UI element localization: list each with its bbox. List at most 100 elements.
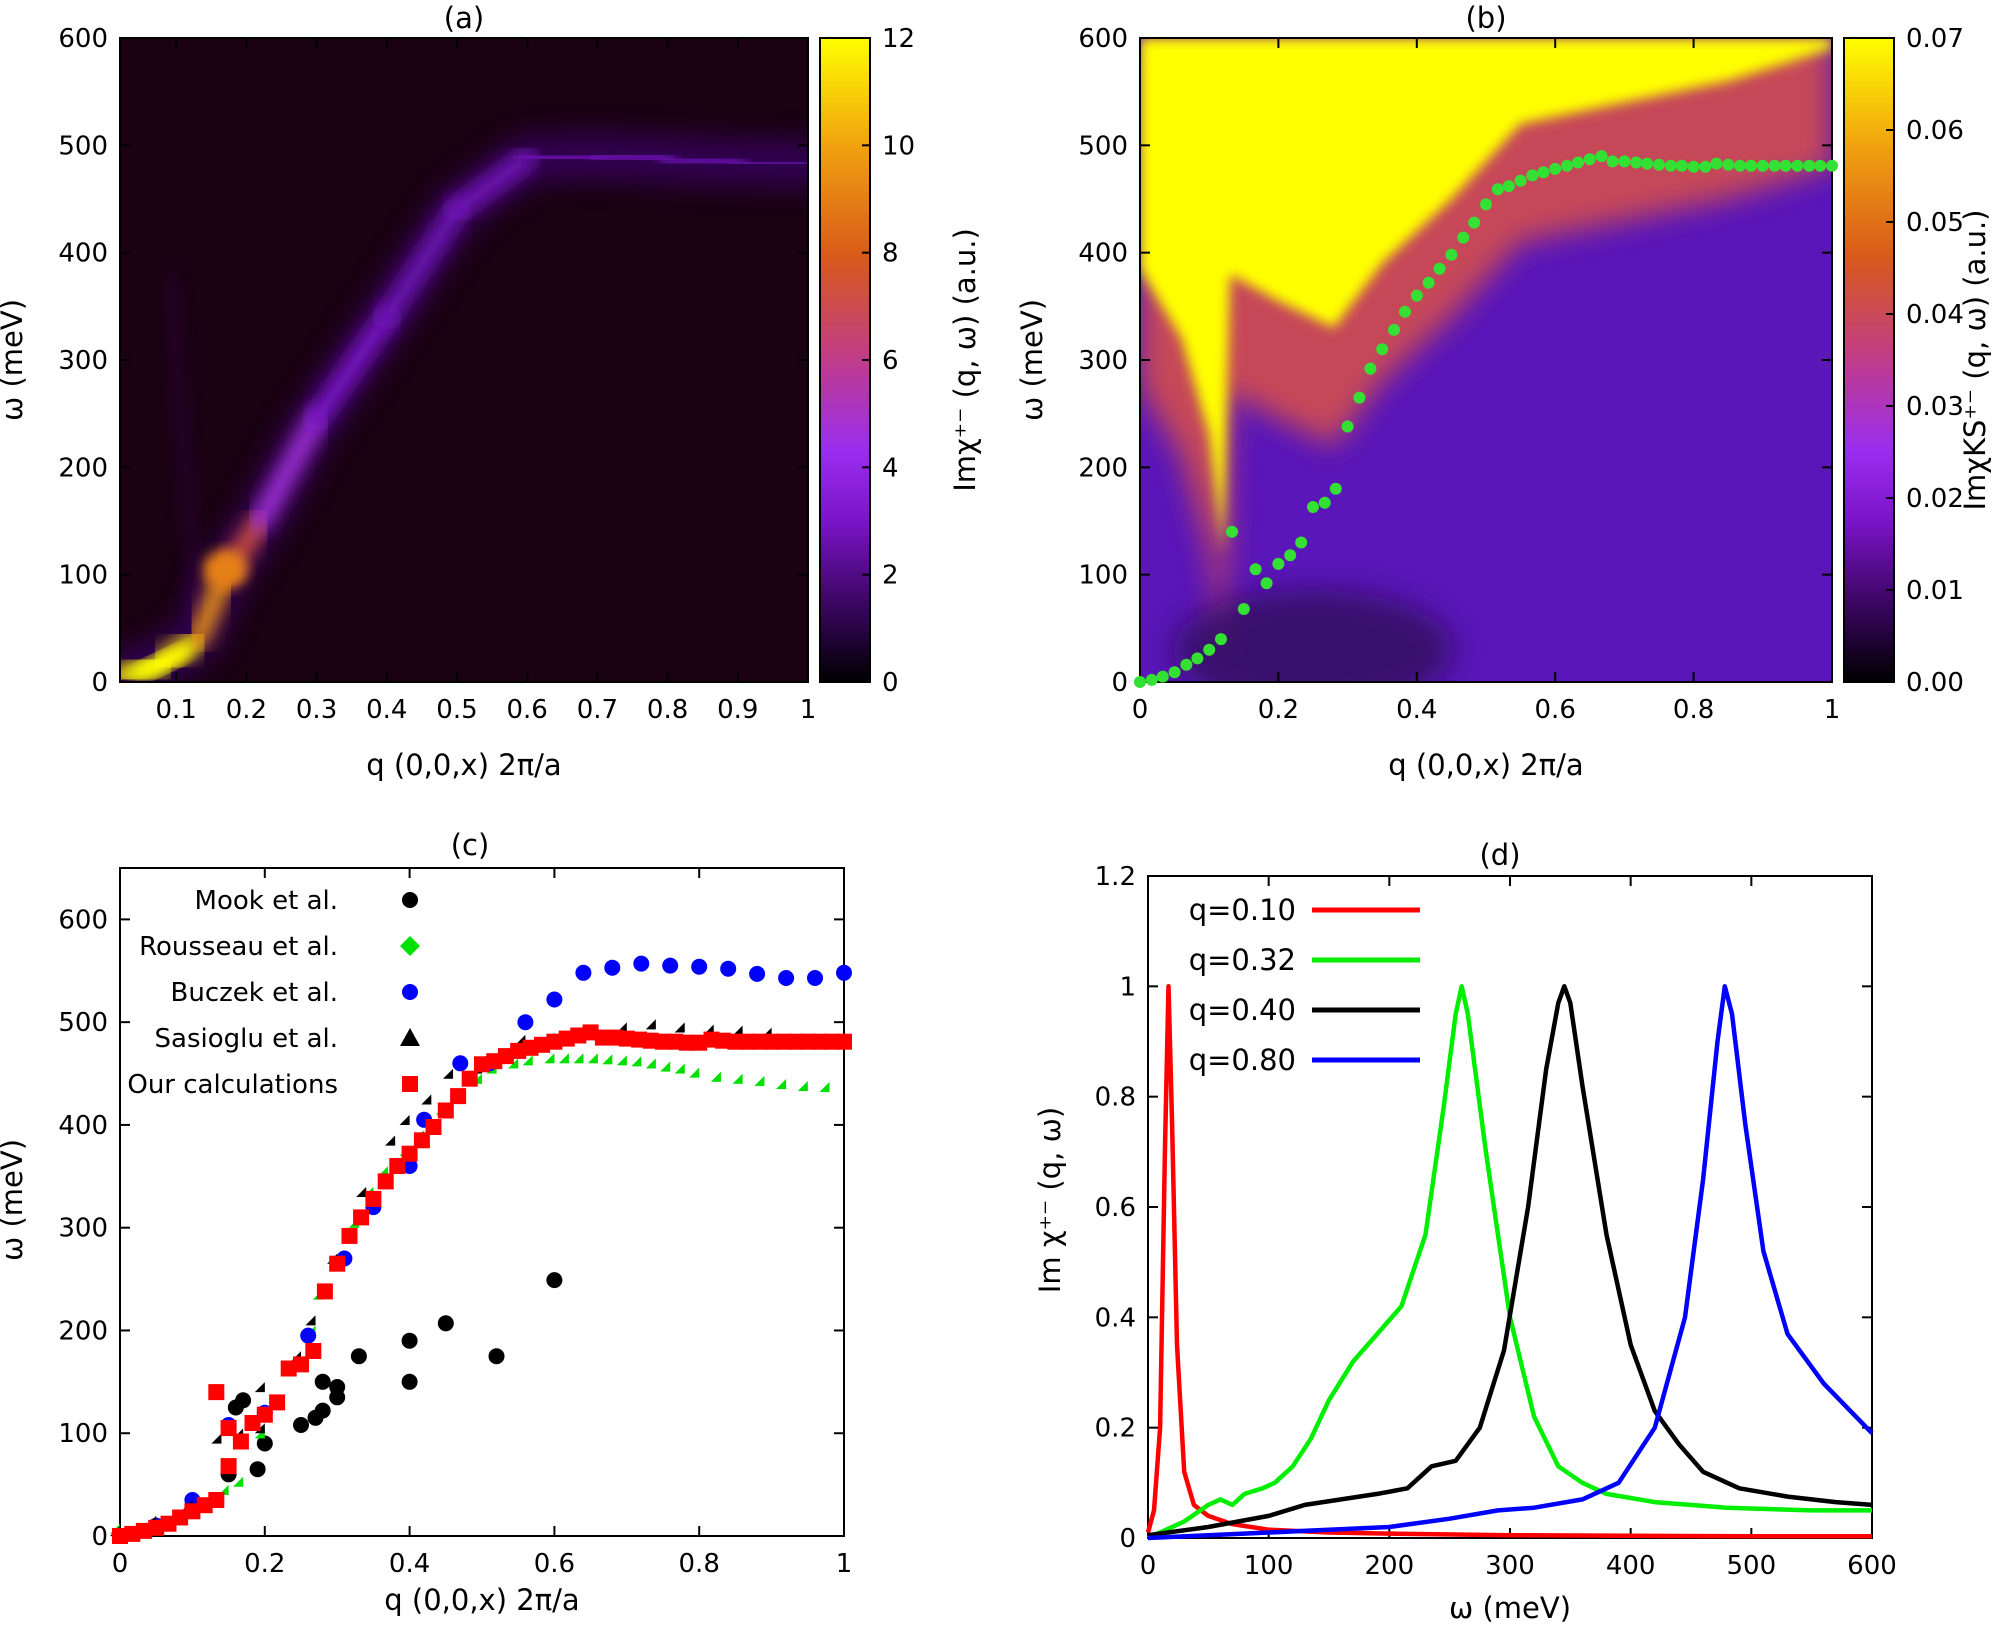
panel-a-cbar-tick-label: 6 xyxy=(882,346,899,376)
panel-b-dispersion-point xyxy=(1422,276,1435,289)
panel-c-our-calculations-point xyxy=(232,1433,249,1450)
panel-c-series xyxy=(110,955,852,1544)
panel-c-ytick-label: 400 xyxy=(58,1111,108,1141)
panel-b-dispersion-point xyxy=(1134,676,1146,688)
panel-c-legend-marker xyxy=(402,984,418,1000)
panel-c-buczek-et-al-point xyxy=(300,1327,317,1344)
panel-b-dispersion-point xyxy=(1388,323,1400,336)
panel-c-rousseau-et-al-point xyxy=(233,1476,244,1487)
panel-c-our-calculations-point xyxy=(474,1056,490,1073)
panel-b-xlabel: q (0,0,x) 2π/a xyxy=(1388,748,1583,782)
panel-c-our-calculations-point xyxy=(546,1033,563,1050)
panel-c-our-calculations-point xyxy=(353,1209,370,1226)
panel-c-our-calculations-point xyxy=(836,1033,852,1050)
panel-c-our-calculations-point xyxy=(389,1158,406,1174)
panel-b-dispersion-point xyxy=(1734,159,1746,172)
panel-b-xtick-label: 0.2 xyxy=(1258,695,1299,725)
panel-c-ytick-label: 0 xyxy=(91,1522,108,1552)
panel-c-our-calculations-point xyxy=(293,1356,309,1373)
panel-b-cbar-tick-label: 0.07 xyxy=(1906,24,1964,54)
panel-b-dispersion-point xyxy=(1376,343,1389,356)
panel-c-mook-et-al-point xyxy=(350,1348,367,1365)
panel-b-dispersion-point xyxy=(1549,162,1562,175)
panel-a-ytick-label: 0 xyxy=(91,668,108,698)
panel-c-our-calculations-point xyxy=(450,1088,467,1105)
panel-b-dispersion-point xyxy=(1745,159,1757,172)
panel-c: (c) 0 0.2 0.4 0.6 0.8 1 0 100 200 300 400 500 600 Mo… xyxy=(0,828,852,1617)
panel-c-axes: 0 0.2 0.4 0.6 0.8 1 0 100 200 300 400 500 600 xyxy=(58,868,852,1579)
panel-a-xtick-label: 0.4 xyxy=(366,695,407,725)
panel-c-xtick-label: 0.4 xyxy=(389,1549,430,1579)
panel-b-cbar-tick-label: 0.06 xyxy=(1906,116,1964,146)
panel-c-rousseau-et-al-point xyxy=(754,1075,765,1086)
panel-c-our-calculations-point xyxy=(534,1036,551,1053)
panel-d: (d) 0 100 200 300 400 500 600 0 0.2 0.4 0.6 0.8 1 1.2… xyxy=(1033,838,1897,1625)
panel-b-dispersion-point xyxy=(1722,158,1735,171)
panel-a-ridge-segment xyxy=(446,148,538,220)
panel-b-xtick-label: 1 xyxy=(1824,695,1841,725)
panel-c-buczek-et-al-point xyxy=(604,959,621,976)
panel-b-ytick-label: 100 xyxy=(1078,561,1128,591)
panel-c-our-calculations-point xyxy=(461,1070,478,1087)
panel-c-rousseau-et-al-point xyxy=(587,1053,598,1064)
panel-b-dispersion-point xyxy=(1526,169,1539,182)
panel-b-dispersion-point xyxy=(1641,157,1654,170)
panel-a-ridge-segment xyxy=(250,409,327,531)
panel-c-our-calculations-point xyxy=(751,1033,768,1050)
panel-b-ytick-label: 0 xyxy=(1111,668,1128,698)
panel-a-hotspot xyxy=(131,646,194,680)
panel-c-rousseau-et-al-point xyxy=(674,1063,685,1074)
panel-d-line-q-0-80 xyxy=(1147,984,1874,1541)
panel-c-buczek-et-al-point xyxy=(401,1158,418,1174)
panel-d-frame xyxy=(1147,875,1873,1539)
panel-c-legend-marker xyxy=(402,892,418,908)
panel-a-xtick-label: 0.1 xyxy=(155,695,196,725)
panel-c-mook-et-al-point xyxy=(227,1399,244,1416)
panel-c-xtick-label: 0.2 xyxy=(244,1549,285,1579)
panel-c-our-calculations-point xyxy=(135,1522,152,1539)
panel-b-dispersion-point xyxy=(1445,248,1458,261)
panel-a-ridge-segment xyxy=(587,146,678,170)
panel-b-colorbar xyxy=(1843,37,1895,683)
panel-d-ytick-label: 0.2 xyxy=(1095,1414,1136,1444)
panel-c-sasioglu-et-al-point xyxy=(305,1315,316,1326)
panel-c-sasioglu-et-al-point xyxy=(211,1433,222,1444)
panel-c-our-calculations-point xyxy=(642,1032,659,1049)
panel-b-dispersion-point xyxy=(1480,198,1492,211)
panel-d-line-q-0-40 xyxy=(1147,984,1873,1538)
panel-c-our-calculations-point xyxy=(208,1492,225,1508)
panel-b-dispersion-point xyxy=(1353,391,1366,404)
panel-c-our-calculations-point xyxy=(823,1033,840,1050)
panel-c-legend: Mook et al. Rousseau et al. Buczek et al. S… xyxy=(127,886,420,1100)
panel-c-buczek-et-al-point xyxy=(749,965,766,982)
panel-d-xtick-label: 600 xyxy=(1847,1551,1897,1581)
panel-c-ytick-label: 100 xyxy=(58,1419,108,1449)
panel-c-mook-et-al-point xyxy=(401,1332,418,1349)
panel-c-our-calculations-point xyxy=(172,1509,189,1526)
panel-b-xtick-label: 0.4 xyxy=(1396,695,1437,725)
panel-a-cbar-tick-label: 8 xyxy=(882,239,899,269)
panel-c-our-calculations-point xyxy=(691,1034,708,1051)
panel-c-our-calculations-point xyxy=(425,1119,442,1135)
panel-c-mook-et-al-point xyxy=(314,1373,331,1390)
panel-c-xtick-label: 0 xyxy=(112,1549,129,1579)
panel-c-rousseau-et-al-point xyxy=(522,1055,533,1066)
panel-c-rousseau-et-al-point xyxy=(797,1081,808,1092)
panel-c-mook-et-al-point xyxy=(488,1348,505,1365)
panel-b-dispersion-point xyxy=(1410,289,1423,302)
panel-d-xlabel: ω (meV) xyxy=(1449,1591,1571,1625)
panel-b-dispersion-points xyxy=(1134,150,1838,688)
panel-b-dispersion-point xyxy=(1399,305,1411,318)
panel-b-dispersion-point xyxy=(1145,673,1158,686)
panel-b-dispersion-point xyxy=(1468,216,1481,229)
panel-a-xtick-label: 0.6 xyxy=(507,695,548,725)
panel-b-dispersion-point xyxy=(1168,666,1181,679)
panel-c-xtick-label: 0.6 xyxy=(534,1549,575,1579)
panel-d-line-q-0-32 xyxy=(1147,984,1872,1541)
panel-b-dispersion-point xyxy=(1768,159,1781,172)
panel-b-dispersion-point xyxy=(1237,603,1250,615)
panel-d-xtick-label: 300 xyxy=(1485,1551,1535,1581)
panel-c-legend-marker xyxy=(400,936,420,956)
panel-c-our-calculations-point xyxy=(329,1255,346,1272)
